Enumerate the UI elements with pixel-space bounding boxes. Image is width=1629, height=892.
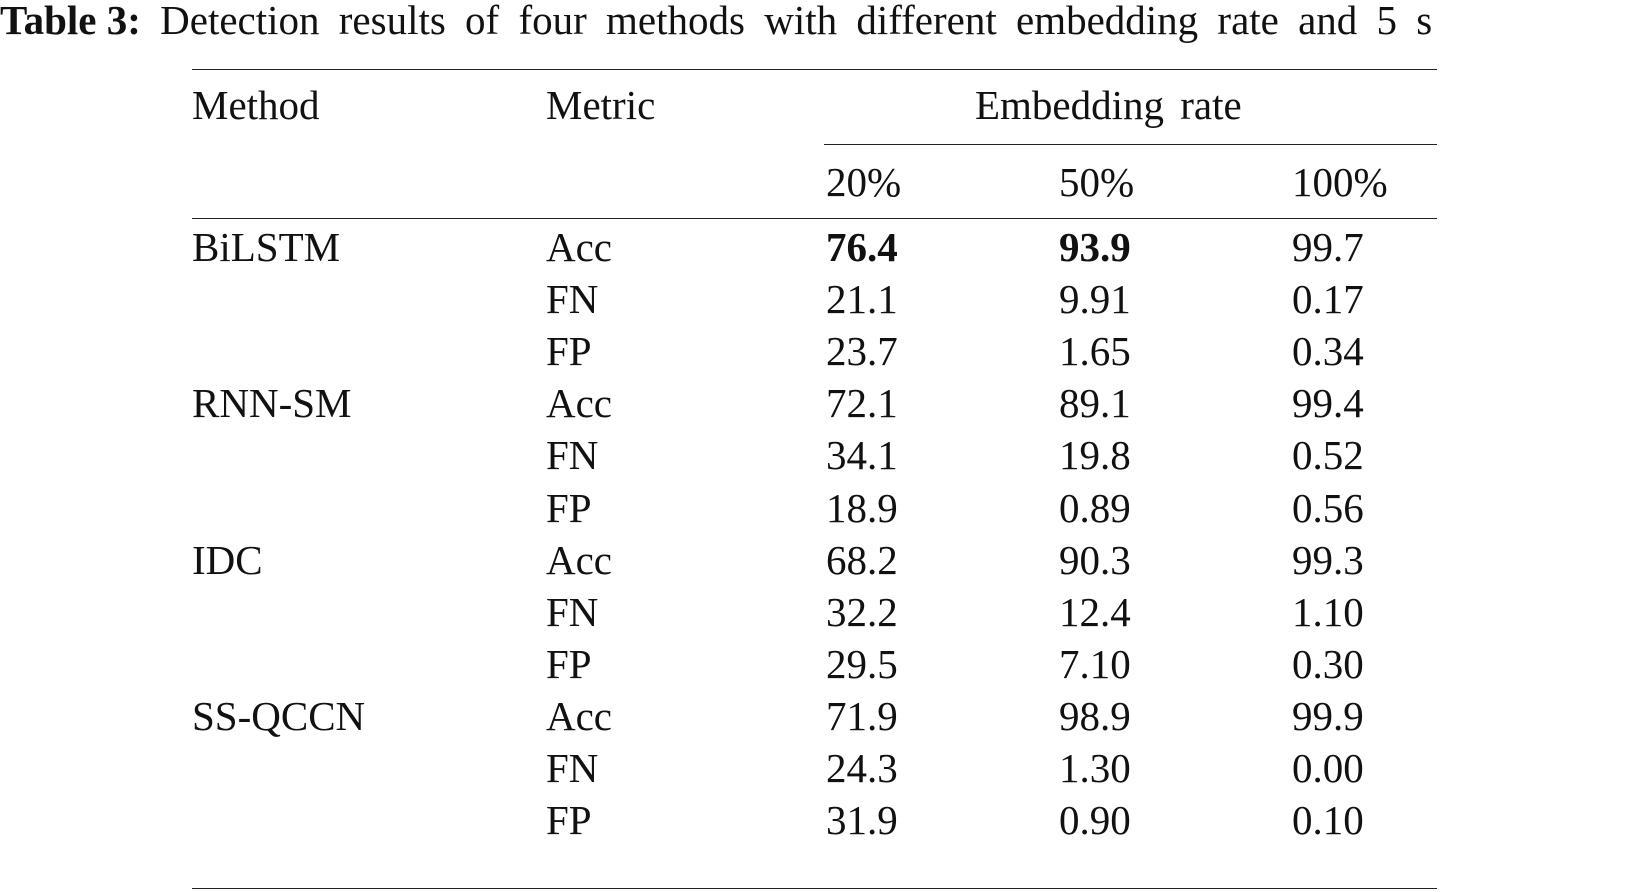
value-rate-20: 31.9 — [826, 797, 898, 843]
table-bottom-rule — [192, 888, 1437, 889]
caption-text: Detection results of four methods with d… — [160, 0, 1433, 43]
metric-label: FP — [546, 641, 592, 687]
metric-label: FN — [546, 589, 599, 635]
value-rate-50: 9.91 — [1059, 276, 1131, 322]
value-rate-50: 98.9 — [1059, 693, 1131, 739]
value-rate-50: 12.4 — [1059, 589, 1131, 635]
value-rate-100: 0.00 — [1292, 745, 1364, 791]
value-rate-20: 29.5 — [826, 641, 898, 687]
value-rate-50: 89.1 — [1059, 380, 1131, 426]
header-rate-100: 100% — [1292, 159, 1388, 205]
caption-label: Table 3: — [0, 0, 141, 43]
value-rate-20: 76.4 — [826, 224, 898, 270]
value-rate-50: 7.10 — [1059, 641, 1131, 687]
value-rate-50: 93.9 — [1059, 224, 1131, 270]
value-rate-100: 0.10 — [1292, 797, 1364, 843]
value-rate-20: 18.9 — [826, 485, 898, 531]
value-rate-100: 0.52 — [1292, 432, 1364, 478]
value-rate-100: 99.9 — [1292, 693, 1364, 739]
value-rate-20: 68.2 — [826, 537, 898, 583]
metric-label: FN — [546, 745, 599, 791]
value-rate-50: 0.90 — [1059, 797, 1131, 843]
header-method: Method — [192, 82, 320, 128]
value-rate-50: 1.30 — [1059, 745, 1131, 791]
value-rate-100: 1.10 — [1292, 589, 1364, 635]
value-rate-20: 71.9 — [826, 693, 898, 739]
value-rate-50: 90.3 — [1059, 537, 1131, 583]
method-name: SS-QCCN — [192, 693, 366, 739]
metric-label: Acc — [546, 693, 613, 739]
header-embedding-rate: Embedding rate — [975, 82, 1242, 128]
value-rate-50: 1.65 — [1059, 328, 1131, 374]
value-rate-100: 0.34 — [1292, 328, 1364, 374]
table-header-rule — [192, 218, 1437, 219]
method-name: IDC — [192, 537, 263, 583]
value-rate-20: 34.1 — [826, 432, 898, 478]
metric-label: FN — [546, 276, 599, 322]
value-rate-100: 0.30 — [1292, 641, 1364, 687]
header-rate-20: 20% — [826, 159, 902, 205]
value-rate-20: 32.2 — [826, 589, 898, 635]
metric-label: Acc — [546, 224, 613, 270]
method-name: BiLSTM — [192, 224, 341, 270]
value-rate-20: 23.7 — [826, 328, 898, 374]
value-rate-20: 72.1 — [826, 380, 898, 426]
value-rate-20: 24.3 — [826, 745, 898, 791]
value-rate-100: 99.3 — [1292, 537, 1364, 583]
metric-label: Acc — [546, 380, 613, 426]
value-rate-100: 99.7 — [1292, 224, 1364, 270]
metric-label: FP — [546, 485, 592, 531]
value-rate-50: 0.89 — [1059, 485, 1131, 531]
value-rate-100: 0.56 — [1292, 485, 1364, 531]
table-top-rule — [192, 69, 1437, 70]
value-rate-100: 99.4 — [1292, 380, 1364, 426]
metric-label: FP — [546, 328, 592, 374]
embedding-rate-subrule — [824, 144, 1437, 145]
metric-label: FP — [546, 797, 592, 843]
metric-label: Acc — [546, 537, 613, 583]
value-rate-100: 0.17 — [1292, 276, 1364, 322]
header-metric: Metric — [546, 82, 656, 128]
value-rate-20: 21.1 — [826, 276, 898, 322]
value-rate-50: 19.8 — [1059, 432, 1131, 478]
header-rate-50: 50% — [1059, 159, 1135, 205]
metric-label: FN — [546, 432, 599, 478]
table-caption: Table 3: Detection results of four metho… — [0, 0, 1629, 46]
method-name: RNN-SM — [192, 380, 352, 426]
